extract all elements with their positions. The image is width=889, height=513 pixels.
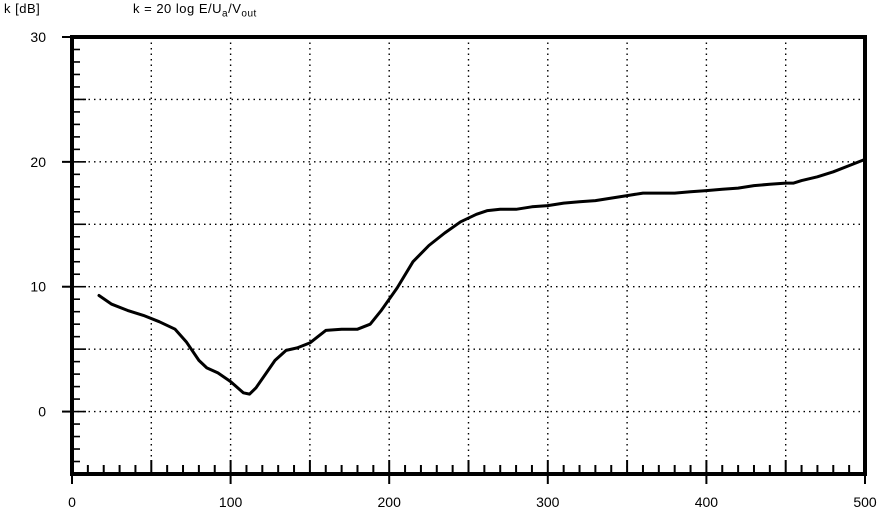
x-tick-labels: 0 100 200 300 400 500 (68, 494, 877, 510)
formula-mid: /V (228, 1, 242, 16)
x-tick-label: 500 (853, 494, 877, 510)
grid-lines (72, 37, 865, 474)
y-axis-label: k [dB] (4, 1, 41, 16)
formula-sub-out: out (241, 8, 257, 20)
formula-label: k = 20 log E/Ua/Vout (133, 1, 257, 20)
y-tick-label: 30 (30, 29, 46, 45)
x-tick-label: 400 (695, 494, 719, 510)
axis-ticks (62, 36, 866, 484)
x-tick-label: 200 (378, 494, 402, 510)
y-tick-label: 0 (38, 404, 46, 420)
x-tick-label: 100 (219, 494, 243, 510)
formula-prefix: k = 20 log E/U (133, 1, 223, 16)
x-tick-label: 0 (68, 494, 76, 510)
series-line (97, 157, 867, 396)
y-tick-labels: 0 10 20 30 (30, 29, 46, 420)
y-tick-label: 10 (30, 279, 46, 295)
x-tick-label: 300 (536, 494, 560, 510)
plot-frame (70, 35, 867, 476)
formula-sub-a: a (222, 8, 229, 20)
y-tick-label: 20 (30, 154, 46, 170)
